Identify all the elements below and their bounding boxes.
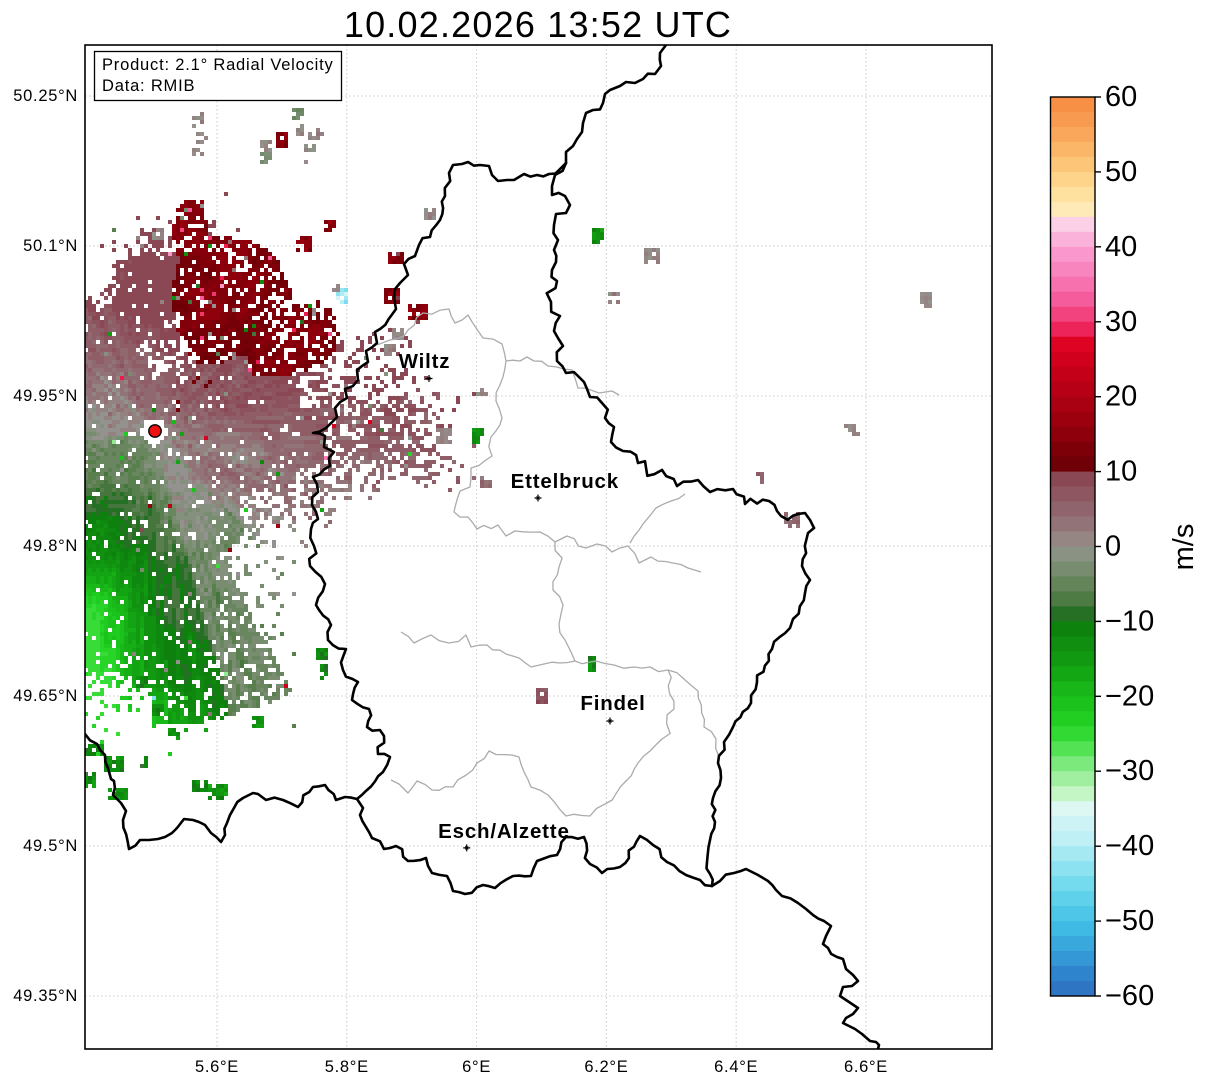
svg-text:10.02.2026 13:52 UTC: 10.02.2026 13:52 UTC [344, 4, 732, 45]
svg-text:−10: −10 [1105, 605, 1154, 637]
svg-text:Ettelbruck: Ettelbruck [511, 470, 619, 493]
svg-text:Product: 2.1° Radial Velocity: Product: 2.1° Radial Velocity [102, 56, 334, 74]
svg-text:49.35°N: 49.35°N [13, 987, 78, 1005]
svg-text:6.2°E: 6.2°E [584, 1058, 628, 1076]
svg-text:49.65°N: 49.65°N [13, 687, 78, 705]
svg-text:5.8°E: 5.8°E [325, 1058, 369, 1076]
svg-text:−30: −30 [1105, 755, 1154, 787]
svg-text:Esch/Alzette: Esch/Alzette [438, 820, 570, 843]
svg-text:Data: RMIB: Data: RMIB [102, 77, 195, 95]
svg-text:10: 10 [1105, 456, 1137, 488]
svg-text:5.6°E: 5.6°E [195, 1058, 239, 1076]
svg-text:60: 60 [1105, 81, 1137, 113]
svg-text:0: 0 [1105, 531, 1121, 563]
svg-text:m/s: m/s [1168, 524, 1200, 571]
svg-text:−50: −50 [1105, 905, 1154, 937]
svg-text:6.4°E: 6.4°E [714, 1058, 758, 1076]
svg-text:20: 20 [1105, 381, 1137, 413]
svg-text:49.8°N: 49.8°N [23, 537, 78, 555]
svg-text:49.5°N: 49.5°N [23, 837, 78, 855]
svg-text:−60: −60 [1105, 980, 1154, 1012]
svg-text:6.6°E: 6.6°E [844, 1058, 888, 1076]
svg-text:6°E: 6°E [462, 1058, 491, 1076]
svg-text:49.95°N: 49.95°N [13, 387, 78, 405]
svg-text:40: 40 [1105, 231, 1137, 263]
svg-text:50: 50 [1105, 156, 1137, 188]
svg-text:Wiltz: Wiltz [399, 350, 451, 373]
svg-text:−40: −40 [1105, 830, 1154, 862]
svg-text:50.1°N: 50.1°N [23, 237, 78, 255]
svg-text:−20: −20 [1105, 680, 1154, 712]
svg-text:Findel: Findel [580, 692, 645, 715]
svg-text:50.25°N: 50.25°N [13, 87, 78, 105]
svg-text:30: 30 [1105, 306, 1137, 338]
